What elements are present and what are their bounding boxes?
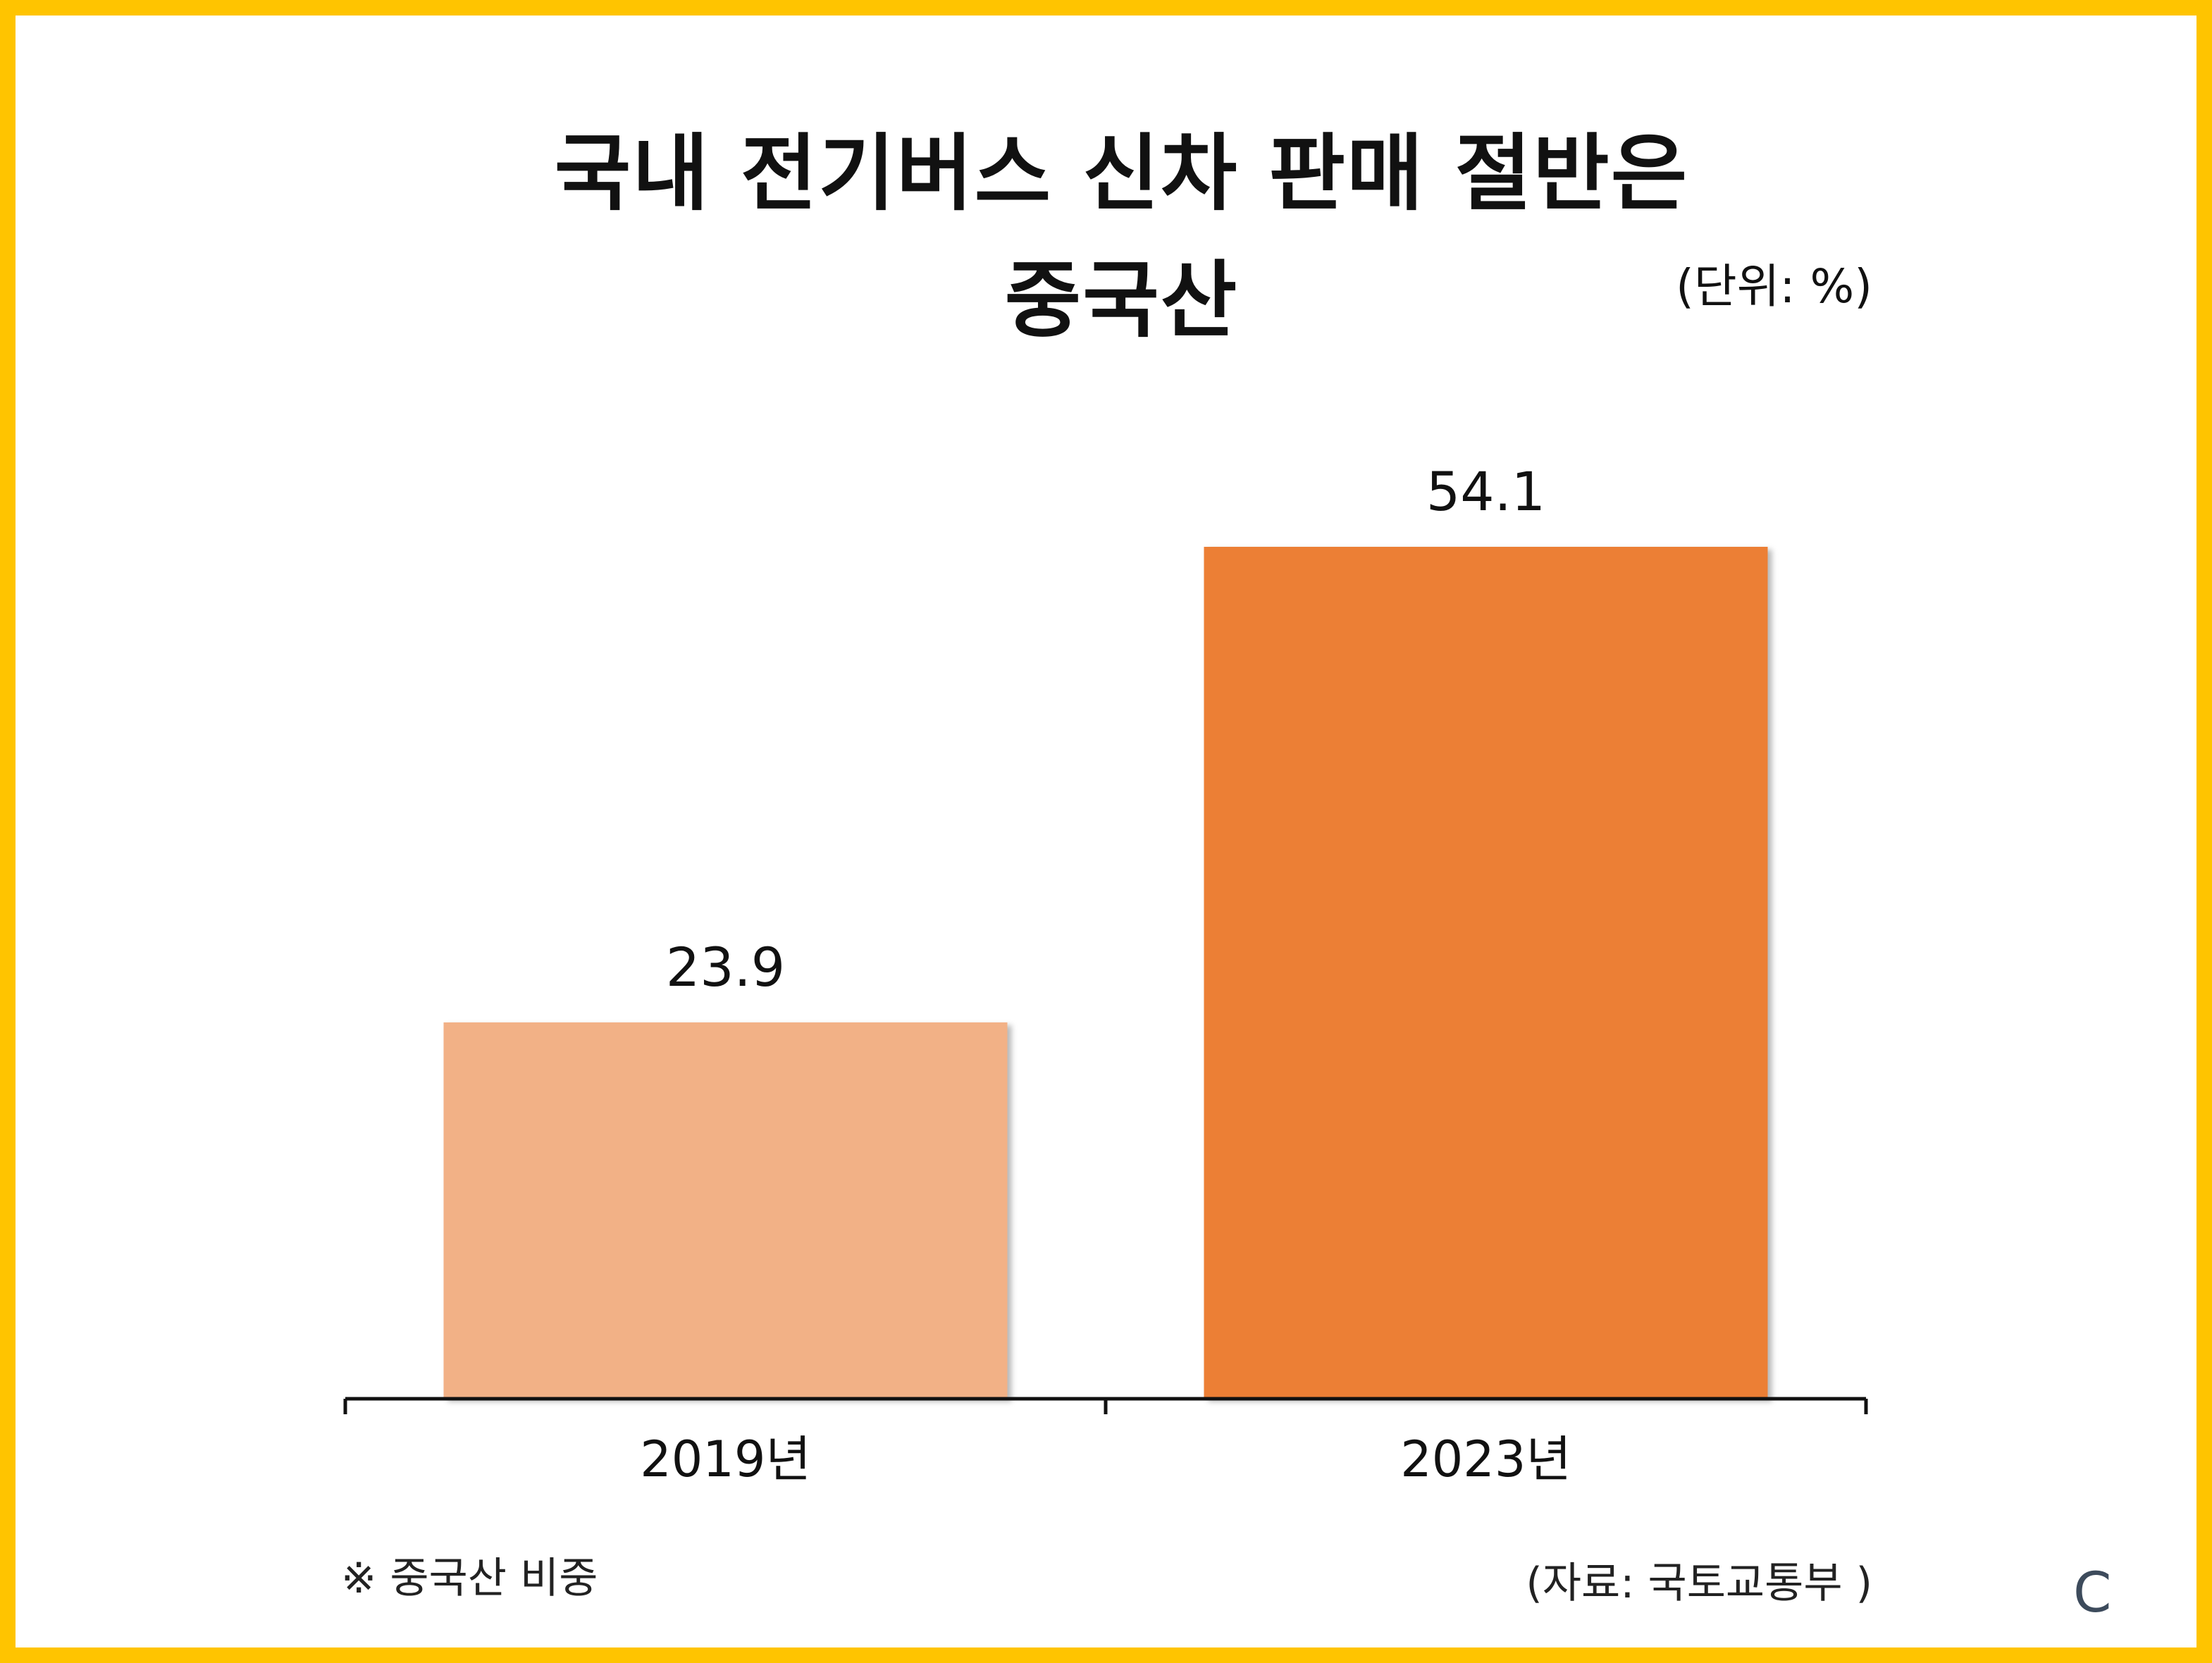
x-axis	[343, 1397, 1868, 1414]
bar-1	[443, 1022, 1008, 1399]
footnote: ※ 중국산 비중	[341, 1554, 598, 1603]
bars-layer	[443, 547, 1768, 1399]
bar-2	[1204, 547, 1768, 1399]
chart-title-line1: 국내 전기버스 신차 판매 절반은	[554, 125, 1689, 222]
unit-label: (단위: %)	[1676, 259, 1872, 314]
logo-mark: C	[2073, 1562, 2112, 1625]
x-tick-label-2: 2023년	[1400, 1430, 1571, 1488]
data-label-2: 54.1	[1426, 460, 1545, 523]
labels-layer: 23.9 2019년 54.1 2023년	[640, 460, 1571, 1488]
chart-title-line2: 중국산	[1004, 252, 1239, 349]
source-label: (자료: 국토교통부 )	[1526, 1559, 1872, 1608]
x-tick-label-1: 2019년	[640, 1430, 811, 1488]
data-label-1: 23.9	[666, 936, 785, 999]
